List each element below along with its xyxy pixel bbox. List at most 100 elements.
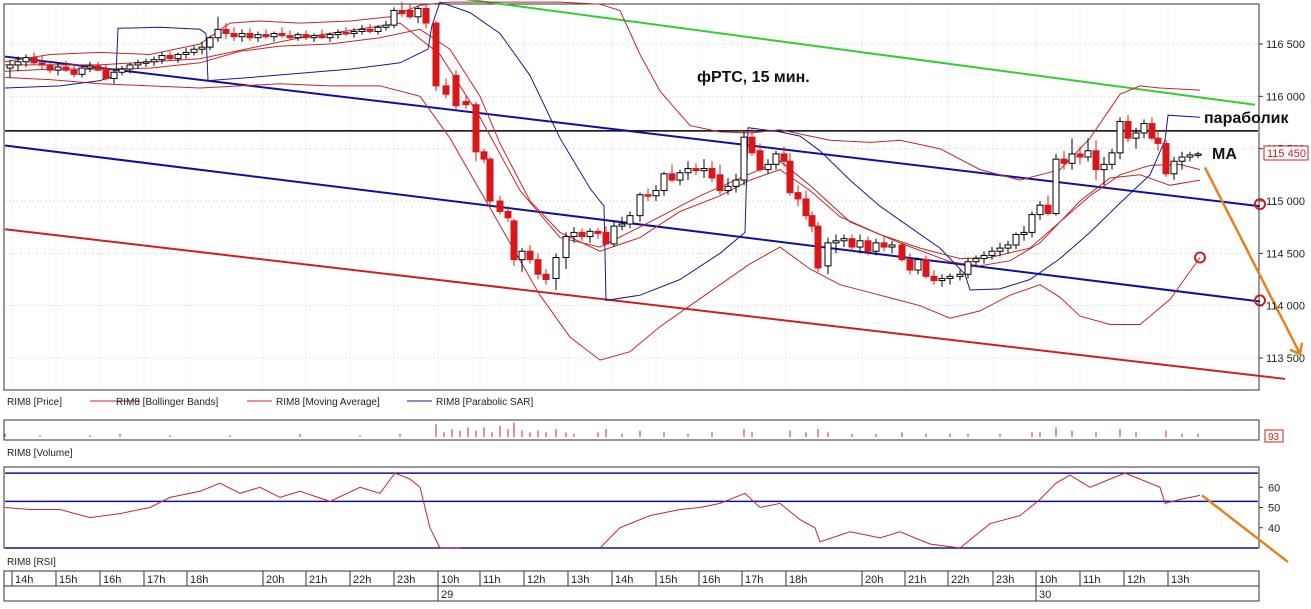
time-axis-label: 21h [908,574,926,586]
candle-body [1004,244,1012,249]
candle-body [246,33,254,39]
candle-body [832,240,840,244]
candle-body [1012,233,1020,246]
candle-body [442,85,450,95]
candle-body [898,244,906,261]
rsi-panel[interactable] [3,466,1260,549]
time-axis-label: 17h [745,574,763,586]
candle-body [174,53,182,60]
candle-body [708,168,716,179]
legend-sar: RIM8 [Parabolic SAR] [436,397,533,408]
rsi-legend: RIM8 [RSI] [7,557,56,568]
time-axis-label: 20h [266,574,284,586]
candle-body [262,34,270,38]
candle-body [342,31,350,35]
time-axis-label: 17h [147,574,165,586]
candle-body [398,10,406,15]
candle-body [794,192,802,200]
candle-body [110,71,118,80]
candle-body [78,67,86,75]
candle-body [570,231,578,238]
candle-body [374,26,382,32]
candle-body [542,273,550,280]
candle-body [22,57,30,63]
candle-body [716,174,724,192]
candle-body [1108,152,1116,165]
time-axis-label: 13h [571,574,589,586]
time-axis-label: 16h [103,574,121,586]
candle-body [414,7,422,18]
time-axis-label: 13h [1171,574,1189,586]
candle-body [1044,204,1052,215]
candle-body [1148,123,1156,139]
candle-body [390,10,398,26]
candle-body [1132,132,1140,139]
candle-body [626,215,634,225]
candle-body [14,61,22,66]
time-axis-label: 15h [659,574,677,586]
rsi-line [4,472,460,549]
candle-body [94,65,102,71]
time-axis-label: 23h [397,574,415,586]
candle-body [1170,160,1178,175]
candle-body [880,242,888,248]
candle-body [888,244,896,248]
price-axis-label: 116 500 [1266,39,1305,51]
candle-body [142,61,150,64]
time-axis-label: 22h [353,574,371,586]
price-axis-label: 116 000 [1266,91,1305,103]
candle-body [310,35,318,39]
parabolic-sar-line [4,1,1201,301]
candle-body [594,230,602,234]
rsi-forecast-arrow [1201,494,1289,563]
candle-body [764,163,772,171]
price-legend: RIM8 [Price] RIM8 [Bollinger Bands] RIM8… [7,397,533,408]
indicator-line [4,77,1201,361]
candle-body [526,250,534,261]
candle-body [824,242,832,267]
candle-body [780,153,788,162]
candle-body [840,238,848,242]
time-axis-label: 16h [702,574,720,586]
candle-body [610,225,618,245]
candle-body [964,261,972,275]
candle-body [1140,123,1148,134]
candle-body [238,33,246,38]
channel-line [4,228,1286,380]
candle-body [432,22,440,87]
candle-body [452,74,460,107]
candle-body [1076,153,1084,158]
candle-body [70,69,78,75]
candle-body [676,172,684,181]
rsi-axis-label: 60 [1268,482,1280,494]
candle-body [864,240,872,252]
candle-body [38,62,46,66]
volume-panel[interactable] [3,419,1260,441]
time-axis-label: 18h [190,574,208,586]
candle-body [504,210,512,219]
candle-body [552,257,560,279]
candle-body [700,168,708,172]
forecast-arrow [1203,166,1302,355]
price-axis-label: 115 000 [1266,196,1305,208]
candle-body [1060,158,1068,164]
legend-bollinger: RIM8 [Bollinger Bands] [116,397,218,408]
candle-body [906,259,914,271]
time-axis-label: 10h [1039,574,1057,586]
candle-body [286,35,294,39]
time-axis-label: 14h [15,574,33,586]
candle-body [30,57,38,64]
candle-body [406,10,414,18]
candle-body [294,34,302,39]
candle-body [848,238,856,248]
candle-body [872,242,880,252]
candle-body [1162,142,1170,175]
price-axis-label: 114 500 [1266,248,1305,260]
candle-body [462,101,470,106]
volume-value-label: 93 [1268,432,1280,443]
price-panel[interactable] [3,3,1260,391]
channel-line [463,0,1256,106]
candle-body [126,64,134,70]
rsi-axis-label: 50 [1268,503,1280,515]
candle-body [318,35,326,39]
